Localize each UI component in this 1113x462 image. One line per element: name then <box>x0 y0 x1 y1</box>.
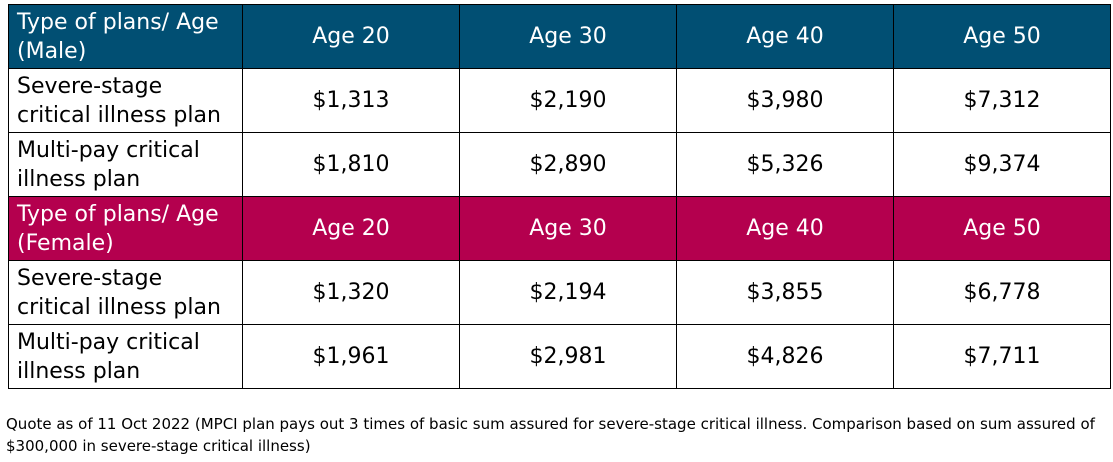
female-header-age-20: Age 20 <box>242 196 460 261</box>
premium-value: $5,326 <box>676 132 894 197</box>
premium-table: Type of plans/ Age (Male) Age 20 Age 30 … <box>8 4 1111 389</box>
table-row: Multi-pay critical illness plan $1,961 $… <box>8 324 1111 389</box>
premium-value: $1,320 <box>242 260 460 325</box>
premium-value: $2,981 <box>459 324 677 389</box>
male-header-age-20: Age 20 <box>242 4 460 69</box>
table-row: Severe-stage critical illness plan $1,31… <box>8 68 1111 133</box>
female-header-age-40: Age 40 <box>676 196 894 261</box>
premium-value: $6,778 <box>893 260 1111 325</box>
premium-value: $7,711 <box>893 324 1111 389</box>
male-header-age-50: Age 50 <box>893 4 1111 69</box>
table-row: Severe-stage critical illness plan $1,32… <box>8 260 1111 325</box>
plan-name: Multi-pay critical illness plan <box>8 132 243 197</box>
male-header-age-30: Age 30 <box>459 4 677 69</box>
premium-value: $9,374 <box>893 132 1111 197</box>
footnote: Quote as of 11 Oct 2022 (MPCI plan pays … <box>6 415 1095 455</box>
premium-value: $1,961 <box>242 324 460 389</box>
premium-value: $2,194 <box>459 260 677 325</box>
plan-name: Severe-stage critical illness plan <box>8 260 243 325</box>
female-header-label: Type of plans/ Age (Female) <box>8 196 243 261</box>
female-header-age-50: Age 50 <box>893 196 1111 261</box>
premium-value: $4,826 <box>676 324 894 389</box>
premium-value: $1,810 <box>242 132 460 197</box>
plan-name: Multi-pay critical illness plan <box>8 324 243 389</box>
female-header-row: Type of plans/ Age (Female) Age 20 Age 3… <box>8 196 1111 261</box>
female-header-age-30: Age 30 <box>459 196 677 261</box>
premium-value: $1,313 <box>242 68 460 133</box>
premium-value: $7,312 <box>893 68 1111 133</box>
premium-value: $3,855 <box>676 260 894 325</box>
male-header-age-40: Age 40 <box>676 4 894 69</box>
male-header-row: Type of plans/ Age (Male) Age 20 Age 30 … <box>8 4 1111 69</box>
plan-name: Severe-stage critical illness plan <box>8 68 243 133</box>
premium-value: $3,980 <box>676 68 894 133</box>
male-header-label: Type of plans/ Age (Male) <box>8 4 243 69</box>
table-row: Multi-pay critical illness plan $1,810 $… <box>8 132 1111 197</box>
premium-value: $2,190 <box>459 68 677 133</box>
premium-value: $2,890 <box>459 132 677 197</box>
